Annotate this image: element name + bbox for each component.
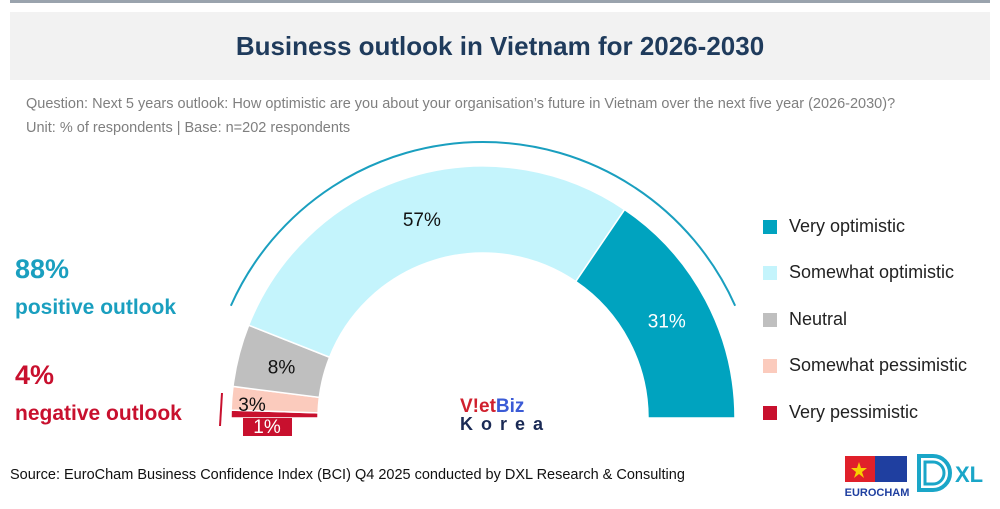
label-box (243, 418, 292, 436)
vietbiz-watermark: V!etBiz Korea (460, 396, 552, 434)
legend-swatch (763, 358, 777, 373)
data-label-somewhat-optimistic: 57% (403, 210, 441, 231)
legend-label: Very pessimistic (789, 402, 919, 422)
positive-bracket-arc (229, 140, 737, 307)
watermark-text: Biz (495, 396, 525, 417)
data-label-very-optimistic: 31% (648, 312, 686, 333)
source-note: Source: EuroCham Business Confidence Ind… (10, 467, 685, 483)
legend-item: Somewhat optimistic (763, 262, 954, 283)
legend-item: Neutral (763, 309, 847, 330)
svg-text:XL: XL (955, 462, 983, 487)
data-label-somewhat-pessimistic: 3% (238, 395, 266, 416)
legend-label: Somewhat optimistic (789, 262, 955, 282)
positive-value: 88% (15, 254, 70, 284)
negative-value: 4% (15, 360, 55, 390)
watermark-text: V!et (460, 396, 496, 417)
legend-label: Very optimistic (789, 216, 906, 236)
unit-text: Unit: % of respondents | Base: n=202 res… (26, 120, 351, 136)
dxl-logo: XL (917, 454, 983, 492)
legend-item: Somewhat pessimistic (763, 355, 967, 376)
segment-very-optimistic (574, 208, 736, 419)
negative-bracket (219, 392, 223, 427)
legend-swatch (763, 312, 777, 327)
legend-swatch (763, 265, 777, 280)
positive-label: positive outlook (15, 296, 177, 319)
watermark-text: Korea (460, 414, 552, 434)
legend-label: Somewhat pessimistic (789, 355, 968, 375)
eurocham-logo: EUROCHAM (845, 456, 910, 499)
legend-item: Very optimistic (763, 216, 905, 237)
chart-title: Business outlook in Vietnam for 2026-203… (235, 30, 765, 61)
header-band: Business outlook in Vietnam for 2026-203… (10, 12, 990, 80)
legend-swatch (763, 405, 777, 420)
segment-somewhat-optimistic (247, 165, 626, 359)
negative-label: negative outlook (15, 402, 182, 425)
legend-label: Neutral (789, 309, 848, 329)
data-label-very-pessimistic: 1% (253, 417, 281, 438)
top-rule (10, 0, 990, 3)
question-text: Question: Next 5 years outlook: How opti… (26, 96, 896, 112)
data-label-neutral: 8% (268, 357, 296, 378)
svg-text:EUROCHAM: EUROCHAM (845, 487, 910, 499)
legend-item: Very pessimistic (763, 402, 918, 423)
legend-swatch (763, 219, 777, 234)
